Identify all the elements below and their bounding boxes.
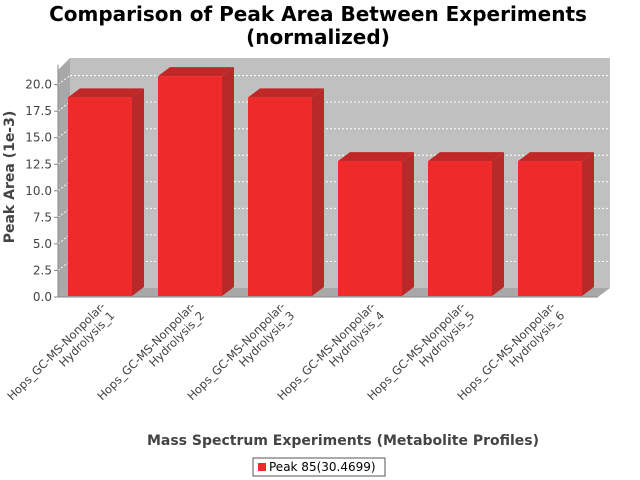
plot-left-wall [58, 58, 70, 297]
bar [248, 88, 324, 297]
legend-label: Peak 85(30.4699) [269, 460, 376, 474]
bar [68, 88, 144, 297]
bar-top [338, 152, 414, 162]
bar-front [248, 97, 312, 297]
y-tick-label: 0.0 [33, 290, 52, 304]
bar-front [428, 161, 492, 296]
y-tick-label: 10.0 [25, 184, 52, 198]
bar-side [222, 67, 234, 296]
bar-top [158, 67, 234, 77]
legend: Peak 85(30.4699) [252, 457, 386, 477]
y-tick-label: 15.0 [25, 131, 52, 145]
y-tick-label: 5.0 [33, 237, 52, 251]
bar [428, 152, 504, 296]
y-tick-label: 20.0 [25, 78, 52, 92]
bar-side [582, 152, 594, 296]
bar [158, 67, 234, 296]
bar-front [158, 76, 222, 296]
chart-title-line-1: Comparison of Peak Area Between Experime… [49, 2, 587, 26]
chart-title-line-2: (normalized) [246, 25, 390, 49]
bar-front [338, 161, 402, 296]
bar-top [248, 88, 324, 98]
bars [68, 67, 594, 297]
bar [338, 152, 414, 296]
bar-front [518, 161, 582, 296]
y-tick-label: 17.5 [25, 104, 52, 118]
y-tick-label: 2.5 [33, 263, 52, 277]
bar-side [312, 88, 324, 297]
bar-top [518, 152, 594, 162]
y-tick-label: 12.5 [25, 157, 52, 171]
legend-box [252, 457, 386, 477]
gridline-diagonal [57, 75, 71, 85]
x-axis: Hops_GC-MS-Nonpolar-Hydrolysis_1Hops_GC-… [4, 296, 598, 403]
legend-swatch [258, 463, 266, 471]
bar [518, 152, 594, 296]
bar-side [402, 152, 414, 296]
bar-top [428, 152, 504, 162]
bar-side [492, 152, 504, 296]
y-axis: 0.0 2.5 5.0 7.5 10.0 12.5 15.0 17.5 20.0 [25, 64, 59, 304]
bar-side [132, 88, 144, 297]
y-tick-label: 7.5 [33, 210, 52, 224]
y-axis-title: Peak Area (1e-3) [2, 111, 18, 244]
bar-front [68, 97, 132, 297]
bar-top [68, 88, 144, 98]
x-axis-title: Mass Spectrum Experiments (Metabolite Pr… [147, 433, 539, 449]
